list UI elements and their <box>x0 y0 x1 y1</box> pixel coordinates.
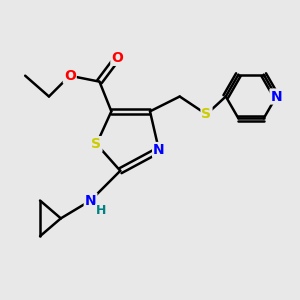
Text: O: O <box>111 51 123 65</box>
Text: H: H <box>96 204 106 218</box>
Text: S: S <box>202 107 212 121</box>
Text: N: N <box>153 143 165 157</box>
Text: N: N <box>85 194 96 208</box>
Text: O: O <box>64 69 76 83</box>
Text: N: N <box>271 89 282 103</box>
Text: S: S <box>92 137 101 151</box>
